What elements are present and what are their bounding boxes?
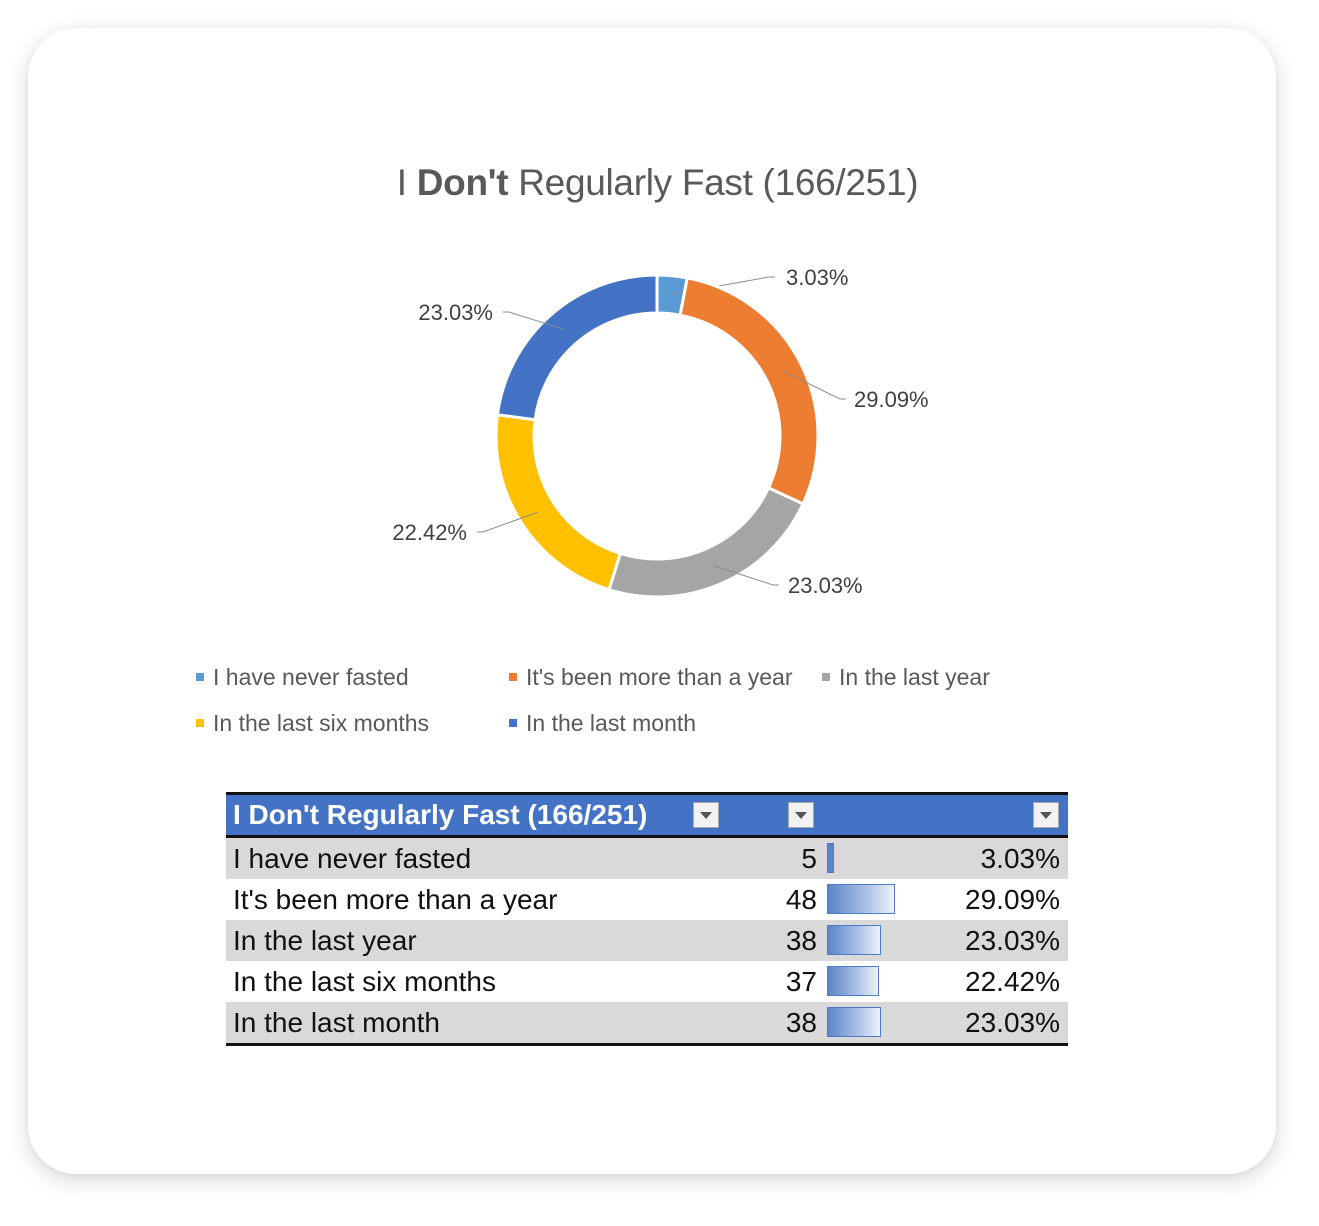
legend-label: In the last year: [839, 664, 990, 690]
legend-swatch: [196, 718, 204, 727]
legend-label: It's been more than a year: [526, 664, 793, 690]
donut-slice-more-than-a-year: [678, 276, 820, 506]
table-row: In the last six months 37 22.42%: [226, 961, 1068, 1002]
donut-slice-last-month: [495, 273, 659, 422]
table-row: It's been more than a year 48 29.09%: [226, 879, 1068, 920]
legend-label: In the last six months: [213, 710, 430, 736]
data-bar: [827, 843, 835, 873]
legend-swatch: [196, 672, 204, 681]
legend-item-last-year: In the last year: [822, 664, 990, 691]
leader-line: [477, 511, 538, 533]
leader-line: [714, 565, 779, 586]
dropdown-arrow-icon[interactable]: [693, 802, 719, 828]
legend-swatch: [822, 672, 830, 681]
data-table: I Don't Regularly Fast (166/251) I have …: [226, 792, 1068, 1046]
row-count: 37: [727, 961, 825, 1002]
data-bar: [827, 966, 880, 996]
legend-item-never-fasted: I have never fasted: [196, 664, 409, 691]
table-row: I have never fasted 5 3.03%: [226, 836, 1068, 879]
legend-item-last-month: In the last month: [509, 710, 696, 737]
row-label: In the last year: [226, 920, 727, 961]
legend-label: In the last month: [526, 710, 697, 736]
legend-item-more-than-a-year: It's been more than a year: [509, 664, 793, 691]
table-header-label-cell: I Don't Regularly Fast (166/251): [226, 793, 727, 838]
row-bar-cell: [825, 920, 925, 961]
table-header-title: I Don't Regularly Fast (166/251): [233, 799, 648, 830]
row-percent: 23.03%: [925, 920, 1068, 961]
table-header-row: I Don't Regularly Fast (166/251): [226, 793, 1068, 838]
data-bar: [827, 884, 895, 914]
leader-line: [783, 370, 846, 400]
chart-title-part-3: Regularly Fast (166/251): [508, 162, 919, 203]
row-bar-cell: [825, 836, 925, 879]
chart-title: I Don't Regularly Fast (166/251): [0, 162, 1315, 204]
donut-chart: 3.03% 29.09% 23.03% 22.42% 23.03%: [392, 265, 929, 599]
dropdown-arrow-icon[interactable]: [788, 802, 814, 828]
legend-swatch: [509, 718, 517, 727]
row-label: In the last six months: [226, 961, 727, 1002]
dropdown-arrow-icon[interactable]: [1033, 802, 1059, 828]
legend-swatch: [509, 672, 517, 681]
data-label-more-than-a-year: 29.09%: [854, 387, 929, 412]
row-bar-cell: [825, 1002, 925, 1045]
data-label-last-six-months: 22.42%: [392, 520, 467, 545]
chart-title-part-1: I: [396, 162, 417, 203]
table-row: In the last year 38 23.03%: [226, 920, 1068, 961]
row-count: 48: [727, 879, 825, 920]
row-label: It's been more than a year: [226, 879, 727, 920]
row-percent: 22.42%: [925, 961, 1068, 1002]
chart-title-bold-part: Don't: [416, 162, 509, 203]
table-header-count-cell: [727, 793, 825, 838]
table-header-bar-cell: [825, 793, 925, 838]
table-header-percent-cell: [925, 793, 1068, 838]
table-row: In the last month 38 23.03%: [226, 1002, 1068, 1045]
legend-item-last-six-months: In the last six months: [196, 710, 429, 737]
row-count: 38: [727, 1002, 825, 1045]
data-bar: [827, 925, 881, 955]
donut-slice-last-year: [607, 485, 805, 599]
row-percent: 29.09%: [925, 879, 1068, 920]
data-bar: [827, 1007, 881, 1037]
data-label-never-fasted: 3.03%: [786, 265, 848, 290]
data-label-last-month: 23.03%: [418, 300, 493, 325]
donut-slice-last-six-months: [494, 413, 623, 592]
row-label: In the last month: [226, 1002, 727, 1045]
legend-label: I have never fasted: [213, 664, 409, 690]
row-label: I have never fasted: [226, 836, 727, 879]
row-bar-cell: [825, 961, 925, 1002]
row-bar-cell: [825, 879, 925, 920]
leader-line: [503, 311, 564, 330]
row-percent: 3.03%: [925, 836, 1068, 879]
row-count: 38: [727, 920, 825, 961]
row-count: 5: [727, 836, 825, 879]
row-percent: 23.03%: [925, 1002, 1068, 1045]
data-label-last-year: 23.03%: [788, 573, 863, 598]
